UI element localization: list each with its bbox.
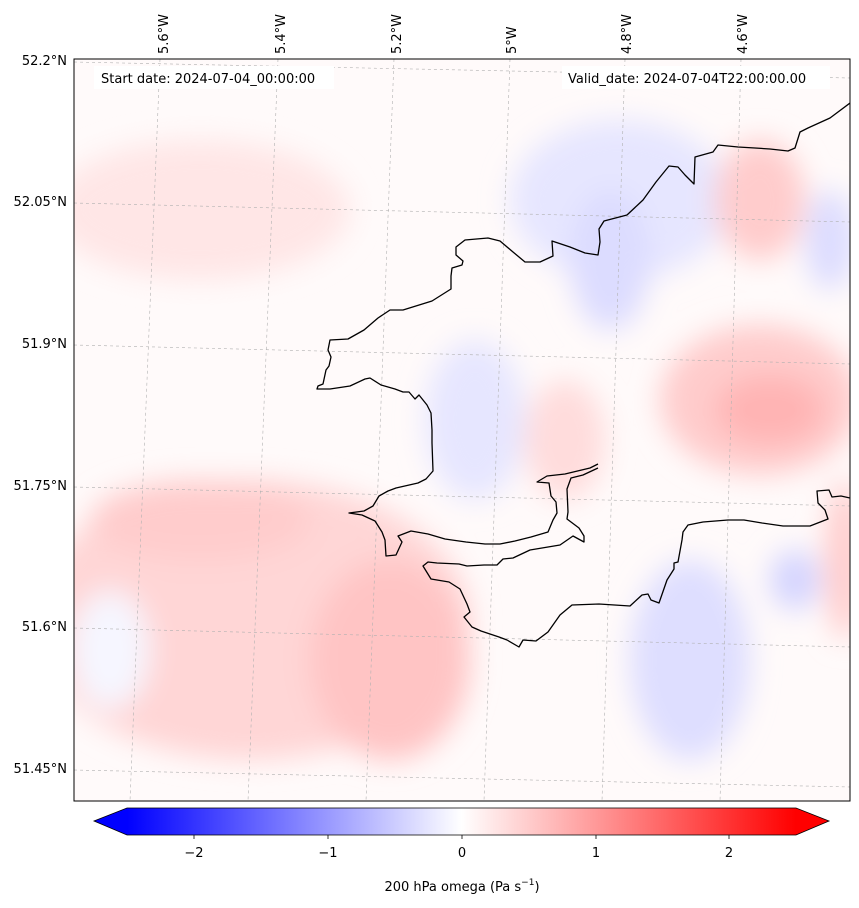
colorbar-tick-label: −2	[184, 846, 203, 861]
omega-region-east-edge-positive	[825, 480, 850, 640]
omega-region-southeast-negative	[630, 560, 750, 760]
map-panel: Start date: 2024-07-04_00:00:00 Valid_da…	[73, 58, 851, 802]
coastline-north	[316, 102, 850, 557]
omega-region-east-negative	[805, 190, 850, 290]
lon-tick-label: 5°W	[505, 26, 520, 54]
colorbar-tick-label: 1	[592, 846, 600, 861]
lon-tick-label: 4.6°W	[736, 14, 751, 54]
colorbar-outline	[92, 807, 831, 836]
colorbar-gradient	[127, 808, 796, 835]
omega-region-northwest-positive	[74, 140, 350, 280]
lon-tick-label: 5.2°W	[390, 14, 405, 54]
omega-region-west-band	[90, 480, 310, 560]
valid-date-label: Valid_date: 2024-07-04T22:00:00.00	[568, 72, 806, 87]
colorbar-title-close: )	[534, 880, 539, 895]
omega-region-southwest-core	[310, 560, 470, 760]
omega-region-center-positive	[525, 380, 605, 500]
lat-tick-label: 52.2°N	[22, 54, 67, 69]
lon-tick-label: 5.6°W	[157, 14, 172, 54]
lat-tick-label: 51.75°N	[14, 479, 67, 494]
lat-tick-label: 51.45°N	[14, 762, 67, 777]
colorbar: −2 −1 0 1 2 200 hPa omega (Pa s−1)	[92, 807, 831, 895]
colorbar-extend-max	[796, 808, 829, 835]
start-date-label: Start date: 2024-07-04_00:00:00	[101, 72, 315, 87]
omega-region-northeast-positive	[715, 140, 805, 260]
colorbar-tick-label: 0	[458, 846, 466, 861]
colorbar-title: 200 hPa omega (Pa s−1)	[384, 878, 539, 895]
lon-tick-label: 5.4°W	[274, 14, 289, 54]
colorbar-tick-label: −1	[318, 846, 337, 861]
map-frame	[73, 58, 851, 802]
coastline	[316, 102, 850, 648]
omega-region-west-slight-negative	[74, 590, 150, 710]
lat-tick-label: 52.05°N	[14, 195, 67, 210]
omega-field	[74, 120, 850, 760]
start-date-box	[94, 66, 334, 89]
lat-tick-label: 51.6°N	[22, 620, 67, 635]
valid-date-box	[562, 66, 830, 89]
omega-region-southeast-core	[770, 550, 820, 610]
omega-region-east-positive-core	[715, 375, 825, 445]
lon-tick-label: 4.8°W	[620, 14, 635, 54]
coastline-south	[422, 467, 850, 648]
omega-region-center-negative	[425, 340, 525, 500]
lat-tick-label: 51.9°N	[22, 337, 67, 352]
omega-region-north-negative-core	[570, 190, 650, 330]
colorbar-title-exponent: −1	[521, 878, 534, 888]
colorbar-ticks	[193, 835, 730, 839]
colorbar-tick-label: 2	[725, 846, 733, 861]
map-gridlines	[74, 59, 850, 801]
latitude-labels: 52.2°N 52.05°N 51.9°N 51.75°N 51.6°N 51.…	[14, 54, 67, 777]
colorbar-title-main: 200 hPa omega (Pa s	[384, 880, 521, 895]
longitude-labels: 5.6°W 5.4°W 5.2°W 5°W 4.8°W 4.6°W	[157, 14, 751, 54]
colorbar-extend-min	[94, 808, 127, 835]
